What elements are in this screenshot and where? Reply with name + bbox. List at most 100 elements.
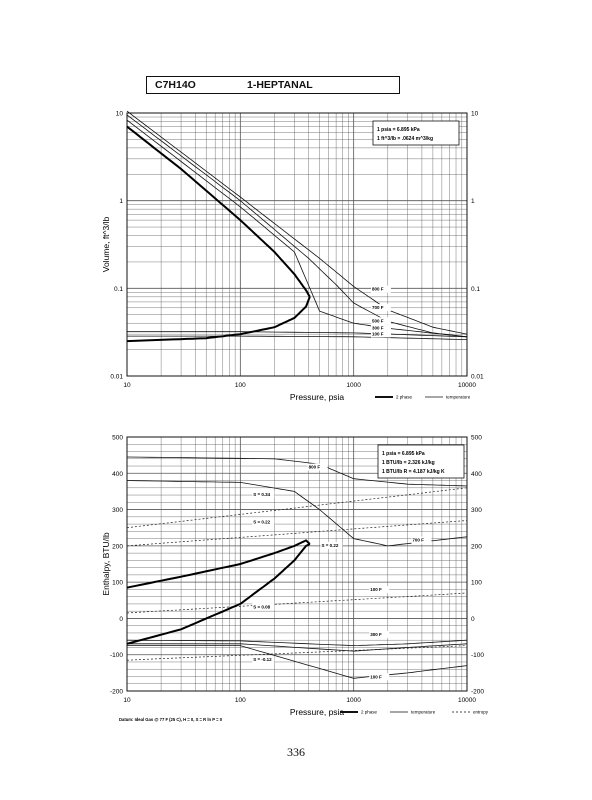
compound-name: 1-HEPTANAL bbox=[247, 79, 313, 91]
entropy-label: S = -0.12 bbox=[253, 657, 272, 662]
isotherm-label-bg bbox=[370, 330, 391, 338]
right-y-tick-label: 0.01 bbox=[471, 374, 484, 381]
conversion-text: 1 psia = 6.895 kPa bbox=[382, 451, 425, 457]
isotherm-label: 300 F bbox=[370, 632, 382, 637]
isotherm-label-bg bbox=[369, 586, 390, 594]
isotherm-label-bg bbox=[369, 630, 390, 638]
isotherm-label: 100 F bbox=[370, 587, 382, 592]
right-y-tick-label: -200 bbox=[471, 689, 484, 696]
compound-formula: C7H14O bbox=[155, 79, 196, 91]
plot-frame bbox=[126, 112, 468, 377]
isotherm-label: 800 F bbox=[372, 287, 384, 292]
isotherm-line bbox=[126, 639, 468, 647]
conversion-text: 1 BTU/lb R = 4.187 kJ/kg K bbox=[382, 469, 445, 475]
enthalpy-pressure-chart: 10 100 1000 10000-200-1000100200300400500-2… bbox=[101, 435, 489, 723]
entropy-label-bg bbox=[252, 518, 275, 526]
right-y-tick-label: 200 bbox=[471, 543, 482, 550]
y-tick-label: -200 bbox=[110, 689, 123, 696]
isotherm-label: 700 F bbox=[372, 305, 384, 310]
isotherm-line bbox=[127, 331, 468, 338]
isotherm-line bbox=[126, 114, 468, 338]
x-tick-label: 1000 bbox=[346, 697, 361, 704]
conversion-text: 1 psia = 6.895 kPa bbox=[377, 127, 420, 133]
x-tick-label: 10000 bbox=[458, 382, 476, 389]
isotherm-line bbox=[126, 119, 468, 338]
saturated-liquid-line bbox=[126, 543, 311, 645]
right-y-tick-label: 400 bbox=[471, 471, 482, 478]
right-y-tick-label: 100 bbox=[471, 580, 482, 587]
entropy-line bbox=[126, 645, 468, 661]
y-tick-label: -100 bbox=[110, 652, 123, 659]
entropy-line bbox=[126, 592, 468, 614]
right-y-tick-label: -100 bbox=[471, 652, 484, 659]
entropy-label-bg bbox=[252, 490, 275, 498]
plot-frame bbox=[126, 436, 468, 692]
entropy-line bbox=[126, 487, 468, 529]
isotherm-label-bg bbox=[307, 463, 328, 471]
entropy-label: S = 0.34 bbox=[253, 492, 270, 497]
entropy-label-bg bbox=[252, 603, 275, 611]
entropy-label-bg bbox=[252, 656, 275, 664]
isotherm-line bbox=[126, 110, 468, 335]
compound-title-box: C7H14O 1-HEPTANAL bbox=[146, 76, 400, 94]
entropy-line bbox=[126, 520, 468, 547]
isotherm-label-bg bbox=[369, 673, 390, 681]
x-axis-label: Pressure, psia bbox=[290, 392, 345, 402]
isotherm-line bbox=[127, 645, 468, 679]
y-axis-label: Volume, ft^3/lb bbox=[101, 216, 111, 272]
right-y-tick-label: 500 bbox=[471, 435, 482, 442]
isotherm-label: 500 F bbox=[372, 318, 384, 323]
conversion-text: 1 ft^3/lb = .0624 m^3/kg bbox=[377, 136, 433, 142]
conversion-text: 1 BTU/lb = 2.326 kJ/kg bbox=[382, 460, 435, 466]
right-y-tick-label: 10 bbox=[471, 111, 479, 118]
isotherm-line bbox=[126, 480, 468, 547]
saturated-vapor-line bbox=[126, 125, 311, 298]
isotherm-label: 100 F bbox=[370, 674, 382, 679]
page-number: 336 bbox=[287, 745, 305, 759]
isotherm-label: 800 F bbox=[309, 465, 321, 470]
y-axis-label: Enthalpy, BTU/lb bbox=[101, 532, 111, 595]
saturated-vapor-line bbox=[126, 539, 311, 589]
x-tick-label: 10 bbox=[123, 697, 131, 704]
legend-label: temperature bbox=[411, 710, 436, 715]
isotherm-line bbox=[127, 643, 468, 652]
right-y-tick-label: 0 bbox=[471, 616, 475, 623]
isotherm-line bbox=[126, 456, 468, 487]
legend-label: 2 phase bbox=[396, 395, 413, 400]
isotherm-label: 100 F bbox=[372, 331, 384, 336]
conversion-box bbox=[372, 120, 460, 146]
isotherm-label-bg bbox=[411, 536, 432, 544]
y-tick-label: 1 bbox=[119, 198, 123, 205]
x-tick-label: 10000 bbox=[458, 697, 476, 704]
x-axis-label: Pressure, psia bbox=[290, 707, 345, 717]
legend-label: entropy bbox=[473, 710, 489, 715]
isotherm-label-bg bbox=[370, 324, 391, 332]
right-y-tick-label: 1 bbox=[471, 198, 475, 205]
y-tick-label: 100 bbox=[112, 580, 123, 587]
isotherm-label: 300 F bbox=[372, 325, 384, 330]
isotherm-label-bg bbox=[370, 317, 391, 325]
right-y-tick-label: 0.1 bbox=[471, 286, 480, 293]
x-tick-label: 10 bbox=[123, 382, 131, 389]
y-tick-label: 200 bbox=[112, 543, 123, 550]
y-tick-label: 0 bbox=[119, 616, 123, 623]
x-tick-label: 100 bbox=[235, 382, 246, 389]
isotherm-line bbox=[127, 335, 468, 340]
y-tick-label: 400 bbox=[112, 471, 123, 478]
x-tick-label: 100 bbox=[235, 697, 246, 704]
isotherm-label-bg bbox=[370, 304, 391, 312]
y-tick-label: 10 bbox=[116, 111, 124, 118]
isotherm-label: 700 F bbox=[412, 538, 424, 543]
entropy-label-bg bbox=[320, 541, 343, 549]
y-tick-label: 0.1 bbox=[114, 286, 123, 293]
saturated-liquid-line bbox=[126, 296, 311, 343]
entropy-label: S = 0.22 bbox=[253, 519, 270, 524]
isotherm-label-bg bbox=[370, 285, 391, 293]
y-tick-label: 0.01 bbox=[110, 374, 123, 381]
right-y-tick-label: 300 bbox=[471, 507, 482, 514]
legend-label: 2 phase bbox=[361, 710, 378, 715]
conversion-box bbox=[377, 444, 465, 479]
y-tick-label: 300 bbox=[112, 507, 123, 514]
legend-label: temperature bbox=[446, 395, 471, 400]
x-tick-label: 1000 bbox=[346, 382, 361, 389]
